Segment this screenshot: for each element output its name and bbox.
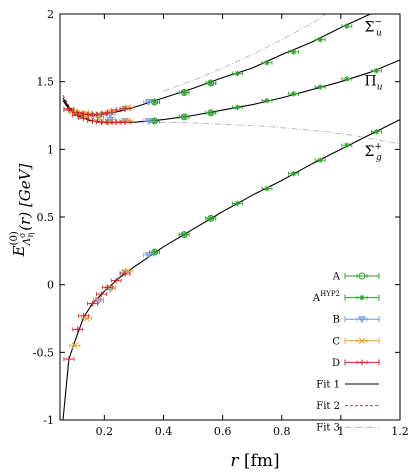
legend-entry: D (332, 358, 380, 369)
legend-entry: Fit 2 (316, 401, 379, 412)
data-point-d (63, 105, 75, 112)
legend-label: D (332, 358, 340, 369)
legend-label: Fit 3 (316, 423, 340, 434)
data-point-d (110, 119, 122, 126)
data-point-ahyp2 (288, 49, 299, 55)
data-point-d (95, 111, 107, 117)
data-point-ahyp2 (341, 23, 353, 29)
data-point-ahyp2 (231, 200, 243, 207)
y-tick-label: 1.5 (37, 76, 55, 89)
legend-entry: Fit 3 (316, 423, 379, 434)
legend-label: C (332, 336, 340, 347)
series-labels: Σ− u Πu Σ+ g (365, 18, 383, 164)
fit3-curve (163, 13, 327, 92)
legend-label: Fit 2 (316, 401, 340, 412)
legend-label: B (333, 315, 340, 326)
legend-entry: B (333, 315, 380, 326)
data-point-ahyp2 (341, 142, 353, 149)
data-point-ahyp2 (341, 76, 353, 82)
data-point-d (119, 271, 131, 277)
legend-symbol (356, 316, 368, 324)
y-tick-label: 2 (47, 8, 54, 21)
data-point-ahyp2 (288, 170, 299, 177)
legend-marker (344, 294, 380, 301)
data-point-ahyp2 (314, 84, 326, 90)
y-tick-label: -0.5 (33, 346, 54, 359)
data-point-ahyp2 (205, 80, 217, 86)
data-point-ahyp2 (178, 114, 190, 120)
data-point-ahyp2 (261, 185, 273, 192)
data-point-ahyp2 (205, 215, 217, 222)
data-point-ahyp2 (370, 128, 382, 135)
x-tick-label: 0.4 (155, 425, 173, 438)
x-tick-label: 1.2 (391, 425, 409, 438)
legend-symbol (356, 294, 368, 301)
data-point-d (87, 118, 98, 124)
data-point-d (110, 277, 122, 284)
legend-label: AHYP2 (312, 290, 340, 304)
data-points (63, 23, 382, 362)
y-tick-label: 0 (47, 279, 54, 292)
series-label: Πu (365, 74, 383, 93)
y-axis-title: E(0) Λση(r) [GeV] (9, 164, 35, 258)
series-label: Σ+ g (365, 142, 382, 163)
legend-symbol (356, 359, 368, 366)
x-tick-label: 0.8 (273, 425, 291, 438)
legend-label: Fit 1 (316, 380, 340, 391)
data-point-ahyp2 (314, 36, 326, 43)
data-point-d (72, 326, 84, 333)
legend-entry: C (332, 336, 380, 347)
data-point-ahyp2 (178, 89, 190, 96)
data-point-c (93, 296, 104, 303)
data-point-ahyp2 (370, 68, 382, 74)
data-point-d (101, 109, 113, 116)
x-tick-label: 1 (337, 425, 344, 438)
data-point-d (119, 105, 131, 112)
legend-marker (344, 337, 380, 344)
y-tick-label: 0.5 (37, 211, 55, 224)
legend-symbol (356, 272, 368, 280)
data-point-ahyp2 (288, 91, 299, 97)
data-point-b (143, 99, 155, 106)
data-point-d (78, 111, 90, 117)
y-tick-label: -1 (43, 414, 54, 427)
x-tick-label: 0.2 (96, 425, 114, 438)
y-tick-label: 1 (47, 143, 54, 156)
legend-entry: A (332, 272, 380, 283)
x-tick-label: 0.6 (214, 425, 232, 438)
data-point-ahyp2 (205, 109, 217, 116)
x-axis-title: r [fm] (230, 451, 279, 471)
legend-entry: Fit 1 (316, 380, 379, 391)
data-point-ahyp2 (261, 59, 273, 66)
data-point-d (95, 291, 107, 297)
legend: A AHYP2 BCD Fit 1 Fit 2 Fit 3 (312, 272, 380, 434)
data-point-d (87, 300, 98, 307)
fit3-curve (148, 121, 401, 145)
legend-entry: AHYP2 (312, 290, 380, 304)
data-point-d (87, 111, 98, 117)
fit1-curve (62, 13, 371, 117)
data-point-d (119, 119, 131, 126)
data-point-ahyp2 (231, 70, 243, 77)
series-label: Σ− u (365, 18, 382, 39)
data-point-b (143, 252, 155, 259)
data-point-d (63, 356, 75, 362)
data-point-d (78, 312, 90, 319)
legend-marker (344, 359, 380, 366)
data-point-d (101, 284, 113, 291)
data-point-ahyp2 (231, 104, 243, 111)
data-point-ahyp2 (314, 157, 326, 163)
legend-marker (344, 272, 380, 280)
data-point-ahyp2 (261, 97, 273, 104)
legend-marker (344, 316, 380, 324)
axis-ticks: 0.2 0.4 0.6 0.8 1 1.2 -1 -0.5 0 0.5 1 1.5 2 (33, 8, 409, 438)
legend-symbol (356, 337, 368, 344)
data-point-ahyp2 (178, 231, 190, 238)
data-point-c (69, 342, 81, 349)
data-point-b (143, 118, 155, 125)
legend-label: A (332, 272, 341, 283)
